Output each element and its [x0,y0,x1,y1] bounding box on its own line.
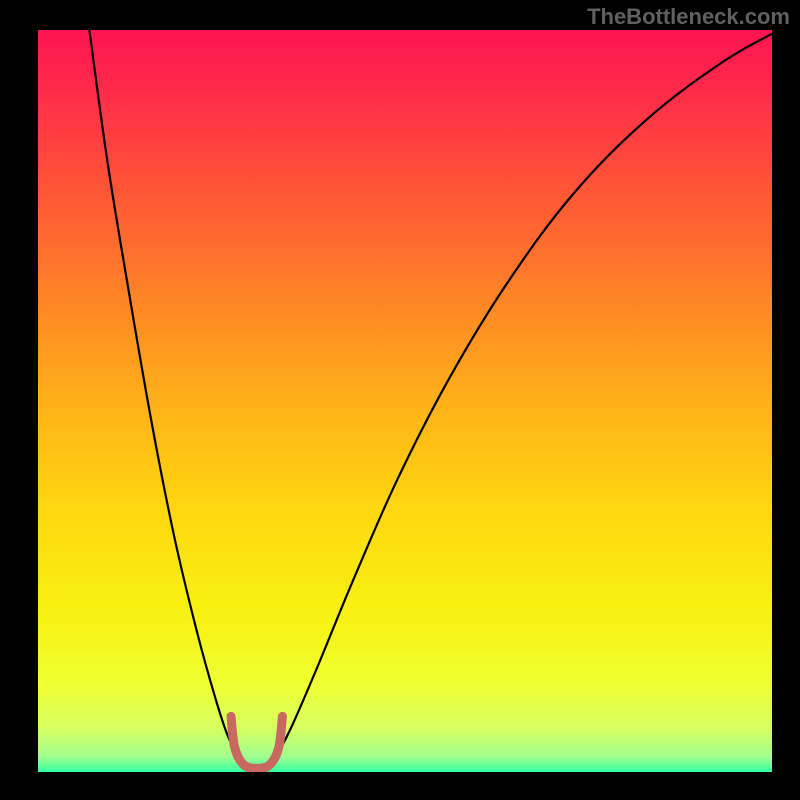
plot-area [38,30,772,772]
bottleneck-curve-left [89,30,237,756]
minimum-marker [231,716,282,768]
watermark-text: TheBottleneck.com [587,4,790,30]
chart-container: TheBottleneck.com [0,0,800,800]
curve-layer [38,30,772,772]
bottleneck-curve-right [277,34,772,756]
